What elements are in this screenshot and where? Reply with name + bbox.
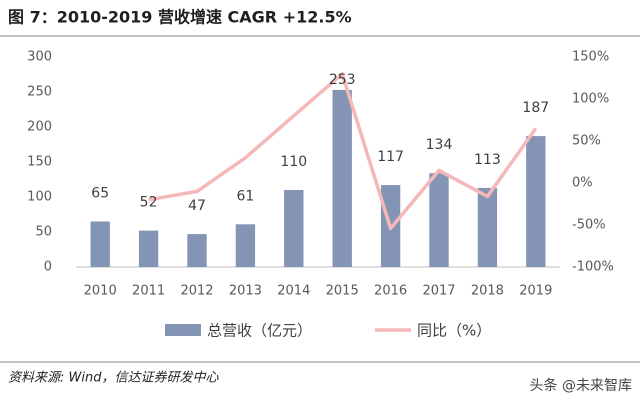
- value-label: 110: [280, 154, 307, 170]
- watermark: 头条 @未来智库: [530, 377, 632, 394]
- legend-label: 总营收（亿元）: [207, 322, 312, 340]
- value-label: 61: [236, 188, 254, 204]
- bar: [526, 136, 546, 267]
- value-label: 52: [140, 195, 158, 211]
- x-tick-label: 2018: [471, 284, 504, 299]
- bar: [284, 190, 304, 267]
- value-label: 113: [474, 152, 501, 168]
- legend-label: 同比（%）: [417, 322, 491, 340]
- value-label: 187: [522, 100, 549, 116]
- x-tick-label: 2013: [229, 284, 262, 299]
- x-tick-label: 2012: [180, 284, 213, 299]
- x-tick-label: 2014: [277, 284, 310, 299]
- value-label: 117: [377, 149, 404, 165]
- y-tick-label: 50: [35, 225, 52, 240]
- y-tick-label: 100: [27, 190, 52, 205]
- bar: [90, 221, 110, 267]
- y2-tick-label: 150%: [572, 50, 609, 65]
- value-label: 134: [426, 137, 453, 153]
- x-tick-label: 2011: [132, 284, 165, 299]
- value-label: 47: [188, 198, 206, 214]
- x-tick-label: 2015: [326, 284, 359, 299]
- y2-tick-label: 0%: [572, 176, 593, 191]
- line: [148, 72, 538, 231]
- y-tick-label: 150: [27, 155, 52, 170]
- bar: [187, 234, 207, 267]
- value-label: 65: [91, 186, 109, 202]
- y-tick-label: 200: [27, 120, 52, 135]
- y2-tick-label: 50%: [572, 134, 601, 149]
- y-tick-label: 300: [27, 50, 52, 65]
- value-label: 253: [329, 72, 356, 88]
- bar: [477, 187, 498, 267]
- source: 资料来源: Wind，信达证券研发中心: [8, 371, 219, 386]
- y-tick-label: 250: [27, 85, 52, 100]
- x-tick-label: 2016: [374, 284, 407, 299]
- x-tick-label: 2019: [519, 284, 552, 299]
- y2-tick-label: -50%: [572, 218, 606, 233]
- y2-tick-label: 100%: [572, 92, 609, 107]
- chart-title: 图 7：2010-2019 营收增速 CAGR +12.5%: [8, 8, 352, 27]
- x-tick-label: 2017: [422, 284, 455, 299]
- bar: [332, 89, 352, 268]
- legend-swatch: [165, 324, 201, 336]
- y-tick-label: 0: [44, 260, 52, 275]
- x-tick-label: 2010: [84, 284, 117, 299]
- bar: [235, 224, 256, 267]
- y2-tick-label: -100%: [572, 260, 614, 275]
- bar: [429, 173, 449, 267]
- bar: [138, 230, 159, 267]
